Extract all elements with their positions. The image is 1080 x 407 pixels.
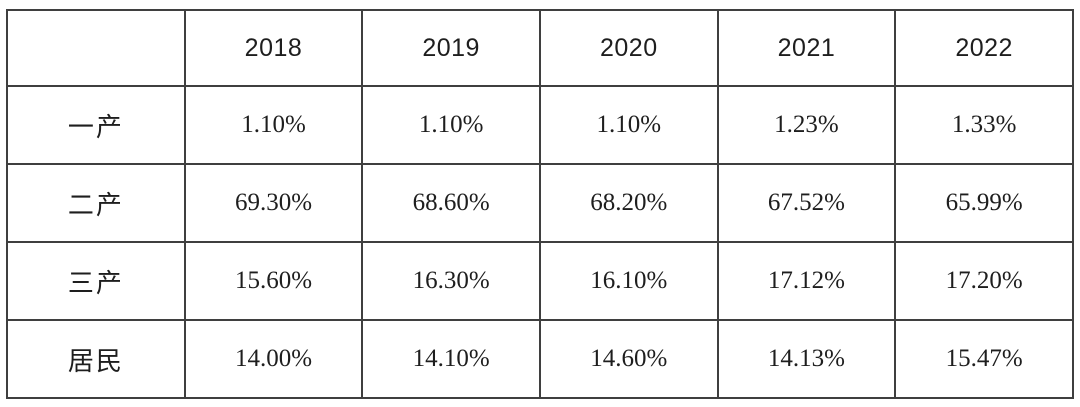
cell-value: 16.30% bbox=[361, 241, 541, 321]
cell-value: 15.47% bbox=[894, 319, 1074, 399]
cell-value: 68.20% bbox=[538, 163, 719, 243]
cell-value: 17.20% bbox=[894, 241, 1074, 321]
cell-value: 14.13% bbox=[716, 319, 897, 399]
cell-value: 14.60% bbox=[538, 319, 719, 399]
table-header: 2018 2019 2020 2021 2022 bbox=[6, 9, 1074, 87]
cell-value: 68.60% bbox=[361, 163, 541, 243]
row-label-secondary-industry: 二产 bbox=[6, 163, 186, 243]
header-cell-2020: 2020 bbox=[538, 9, 719, 87]
cell-value: 1.33% bbox=[894, 85, 1074, 165]
header-cell-2021: 2021 bbox=[716, 9, 897, 87]
cell-value: 16.10% bbox=[538, 241, 719, 321]
header-cell-2018: 2018 bbox=[183, 9, 364, 87]
row-label-residents: 居民 bbox=[6, 319, 186, 399]
cell-value: 1.23% bbox=[716, 85, 897, 165]
cell-value: 65.99% bbox=[894, 163, 1074, 243]
cell-value: 1.10% bbox=[361, 85, 541, 165]
row-label-tertiary-industry: 三产 bbox=[6, 241, 186, 321]
cell-value: 69.30% bbox=[183, 163, 364, 243]
header-row: 2018 2019 2020 2021 2022 bbox=[6, 9, 1074, 87]
table-row: 一产 1.10% 1.10% 1.10% 1.23% 1.33% bbox=[6, 85, 1074, 165]
cell-value: 67.52% bbox=[716, 163, 897, 243]
row-label-primary-industry: 一产 bbox=[6, 85, 186, 165]
header-cell-empty bbox=[6, 9, 186, 87]
percentage-table: 2018 2019 2020 2021 2022 一产 1.10% 1.10% … bbox=[6, 9, 1074, 399]
header-cell-2022: 2022 bbox=[894, 9, 1074, 87]
table-row: 居民 14.00% 14.10% 14.60% 14.13% 15.47% bbox=[6, 319, 1074, 399]
header-cell-2019: 2019 bbox=[361, 9, 541, 87]
cell-value: 14.00% bbox=[183, 319, 364, 399]
cell-value: 17.12% bbox=[716, 241, 897, 321]
cell-value: 1.10% bbox=[538, 85, 719, 165]
table-body: 一产 1.10% 1.10% 1.10% 1.23% 1.33% 二产 69.3… bbox=[6, 85, 1074, 399]
cell-value: 15.60% bbox=[183, 241, 364, 321]
cell-value: 14.10% bbox=[361, 319, 541, 399]
table-row: 二产 69.30% 68.60% 68.20% 67.52% 65.99% bbox=[6, 163, 1074, 243]
table-row: 三产 15.60% 16.30% 16.10% 17.12% 17.20% bbox=[6, 241, 1074, 321]
cell-value: 1.10% bbox=[183, 85, 364, 165]
